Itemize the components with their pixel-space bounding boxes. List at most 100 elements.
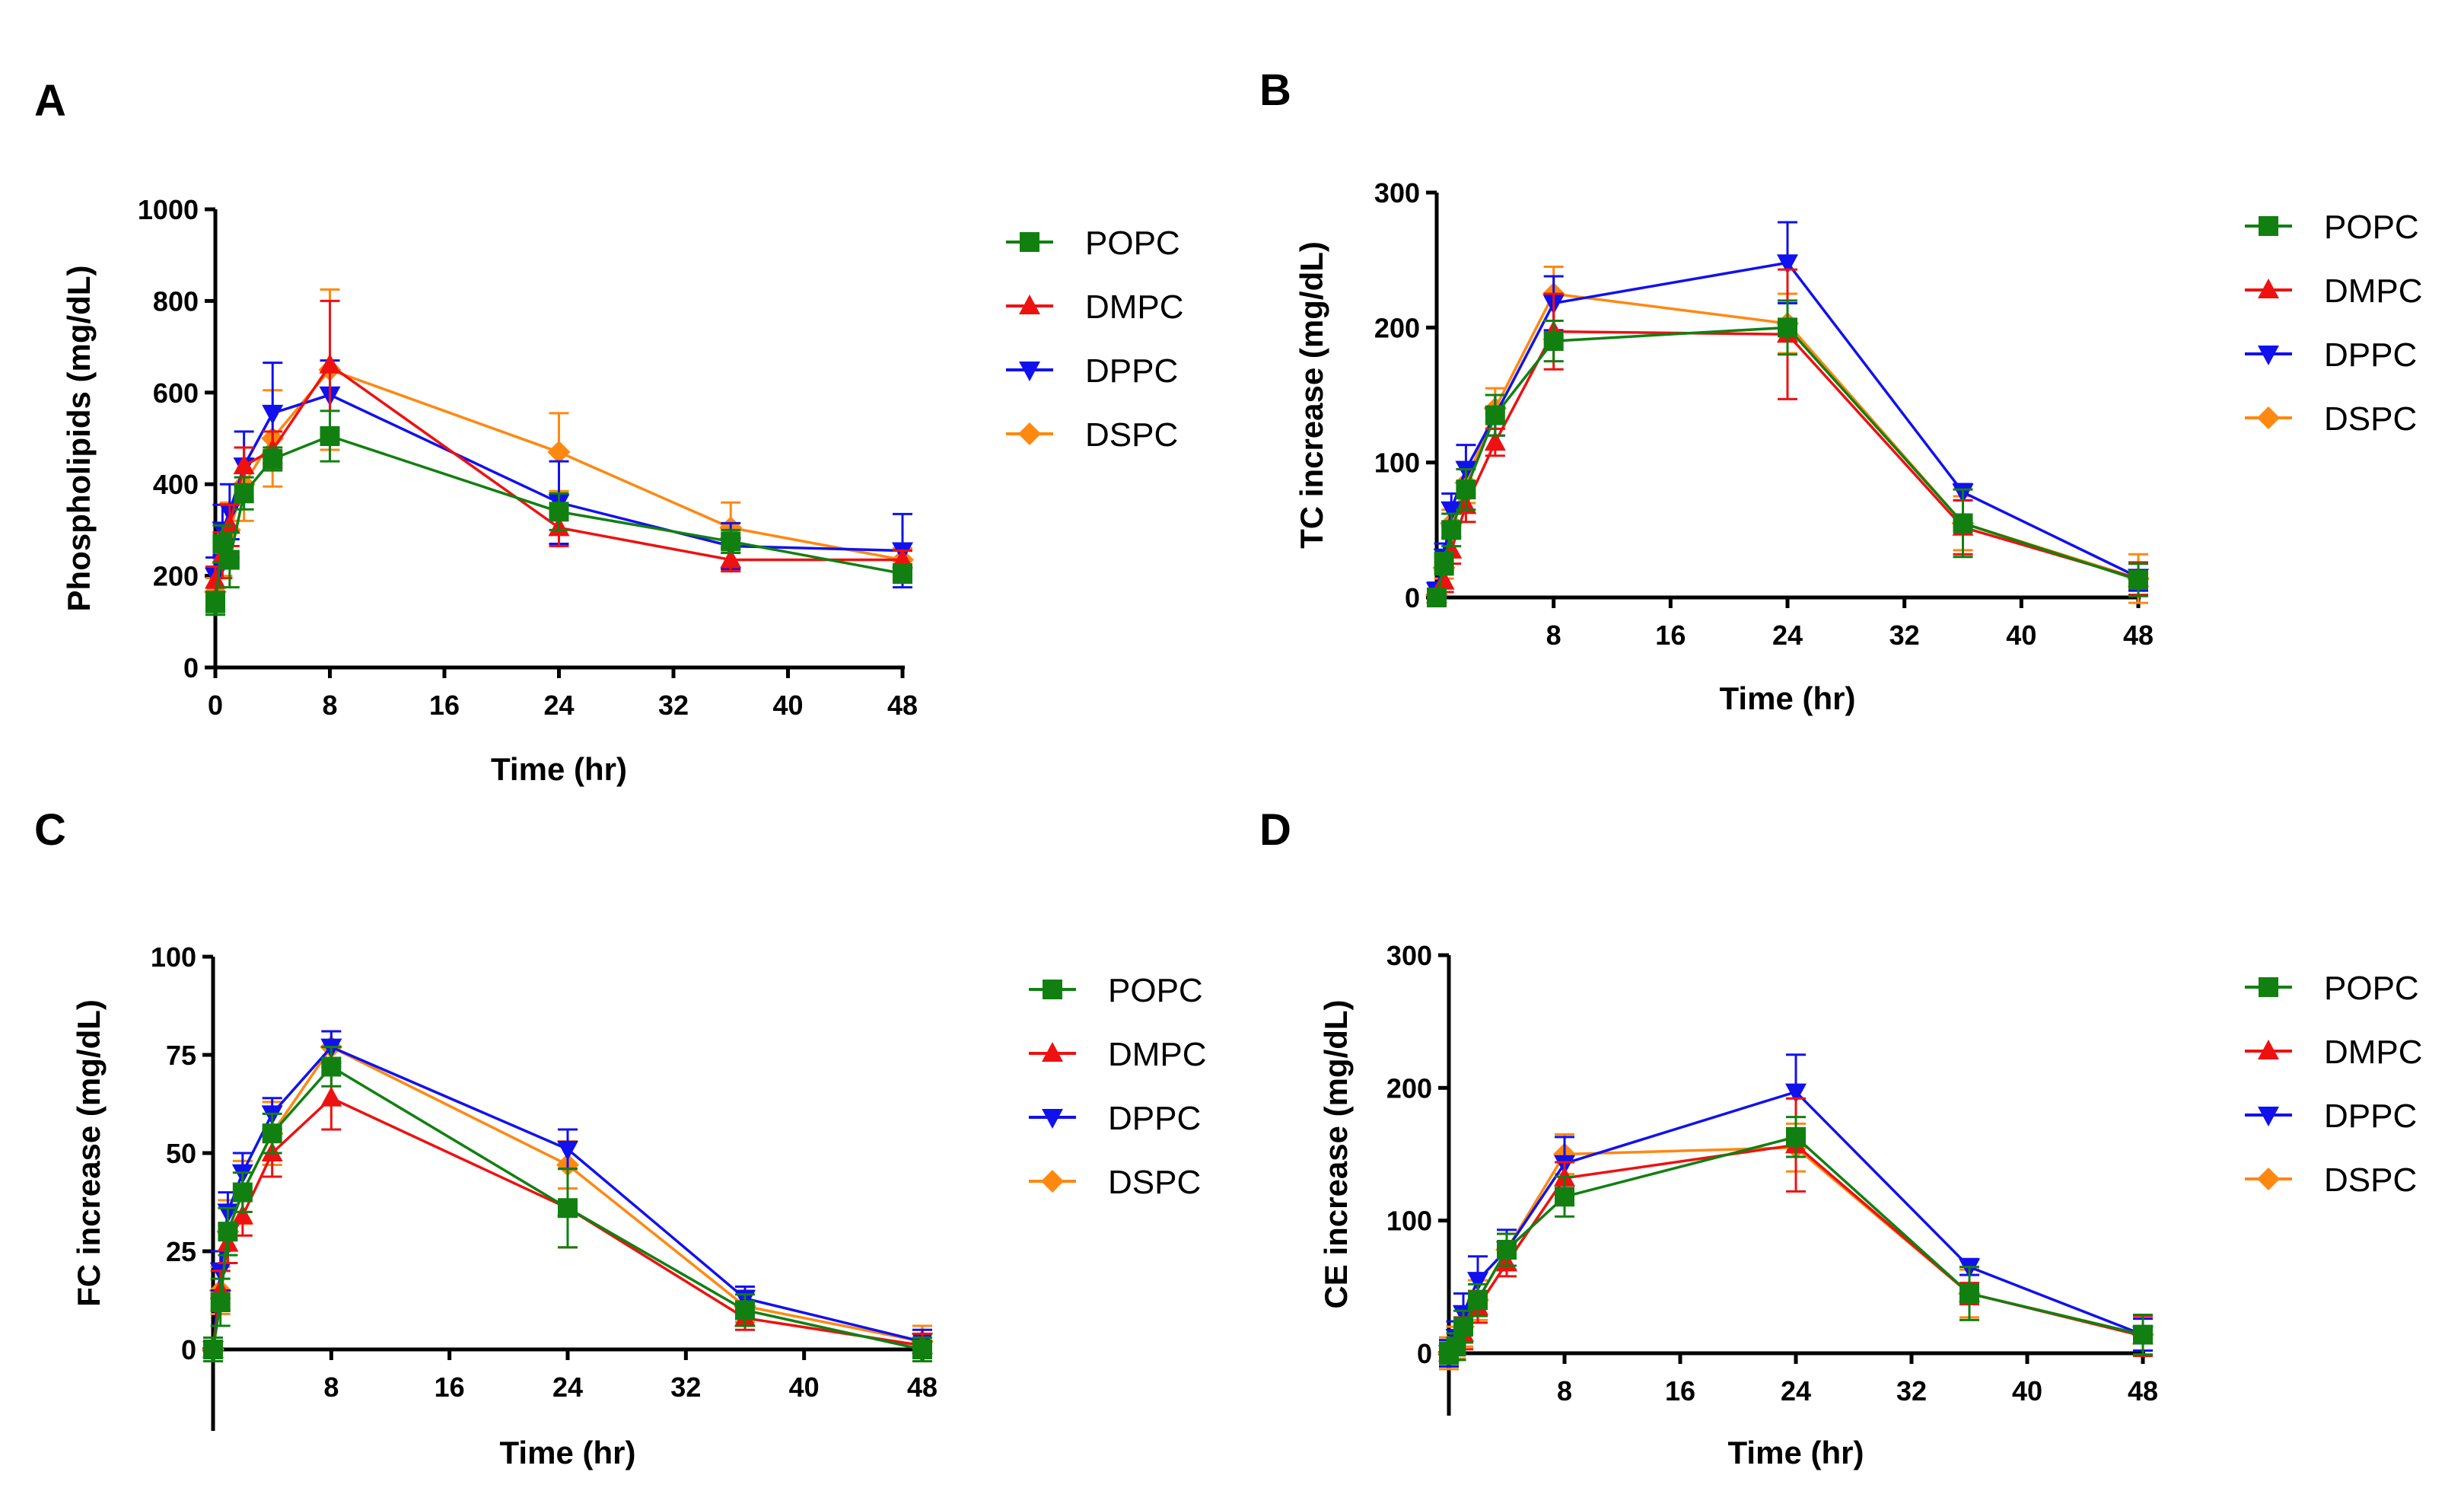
y-axis-title: FC increase (mg/dL) <box>71 999 107 1307</box>
data-point <box>2128 569 2148 590</box>
data-point <box>1441 501 1463 521</box>
y-tick-label: 200 <box>1386 1072 1432 1104</box>
legend-marker <box>2259 216 2278 236</box>
legend-marker <box>2258 1040 2279 1059</box>
data-point <box>1456 479 1476 500</box>
legend-item: DPPC <box>2245 336 2417 374</box>
legend-marker <box>1043 980 1062 999</box>
legend-item: DMPC <box>2245 272 2423 310</box>
x-axis-title: Time (hr) <box>1728 1435 1864 1470</box>
legend-label: POPC <box>2324 209 2419 246</box>
panel-c: C 0 25 50 75 100 8 16 24 32 40 48 Time (hr) FC increa… <box>34 805 1207 1470</box>
legend-item: DSPC <box>2245 1161 2417 1199</box>
x-tick-label: 48 <box>2123 620 2154 651</box>
data-point <box>1543 331 1564 352</box>
legend: POPC DMPC DPPC DSPC <box>1029 972 1207 1201</box>
data-point <box>262 404 284 425</box>
legend-item: POPC <box>2245 209 2419 246</box>
x-tick-label: 32 <box>1896 1375 1927 1407</box>
legend-marker <box>1019 295 1040 314</box>
legend-item: DPPC <box>1029 1100 1201 1137</box>
series-popc <box>1439 1116 2153 1365</box>
x-tick-label: 40 <box>2012 1375 2042 1407</box>
x-tick-label: 24 <box>1772 620 1803 651</box>
legend-marker <box>2258 279 2279 298</box>
legend-marker <box>2258 346 2279 365</box>
y-tick-label: 100 <box>1374 448 1420 479</box>
legend-marker <box>2258 1107 2279 1126</box>
data-point <box>1953 513 1973 534</box>
data-point <box>1497 1240 1517 1260</box>
x-tick-label: 16 <box>1655 620 1686 651</box>
x-tick-label: 24 <box>1781 1375 1811 1407</box>
legend-item: POPC <box>1006 225 1180 262</box>
data-point <box>892 548 913 569</box>
y-tick-label: 50 <box>166 1138 196 1169</box>
data-point <box>1434 553 1454 574</box>
legend-item: POPC <box>1029 972 1203 1009</box>
data-point <box>547 441 571 464</box>
y-tick-label: 25 <box>166 1236 196 1267</box>
series-popc <box>203 1046 932 1362</box>
legend-label: DPPC <box>2324 336 2417 374</box>
legend-label: DSPC <box>1108 1164 1201 1201</box>
data-point <box>321 1056 342 1077</box>
x-tick-label: 24 <box>552 1372 583 1403</box>
legend-marker <box>1019 362 1040 381</box>
data-point <box>233 454 255 475</box>
data-point <box>557 1140 578 1161</box>
data-point <box>721 531 741 552</box>
y-tick-label: 800 <box>153 285 199 317</box>
panel-d: D 0 100 200 300 8 16 24 32 40 48 Time (hr) CE increa… <box>1259 805 2423 1470</box>
data-point <box>1453 1317 1473 1337</box>
y-tick-label: 300 <box>1386 940 1432 971</box>
panel-letter: D <box>1259 805 1291 855</box>
x-tick-label: 8 <box>1546 620 1561 651</box>
panel-letter: B <box>1259 65 1291 115</box>
data-point <box>218 1222 238 1242</box>
legend-item: DMPC <box>2245 1034 2423 1071</box>
panel-b: B 0 100 200 300 8 16 24 32 40 48 Time (hr) TC increa… <box>1259 65 2423 716</box>
legend-marker <box>2257 1168 2280 1190</box>
y-tick-label: 75 <box>166 1040 196 1071</box>
data-point <box>1441 520 1462 540</box>
data-point <box>1467 1272 1488 1292</box>
legend-label: DSPC <box>2324 400 2417 438</box>
legend: POPC DMPC DPPC DSPC <box>2245 970 2423 1199</box>
series-dspc <box>204 288 914 607</box>
data-point <box>1427 588 1447 607</box>
y-tick-label: 200 <box>1374 312 1420 343</box>
legend-label: DMPC <box>2324 1034 2423 1071</box>
data-point <box>1555 1187 1574 1207</box>
series-popc <box>205 409 912 616</box>
data-point <box>203 1340 223 1359</box>
panel-a: A 0 200 400 600 800 1000 0 8 16 24 32 40 48 Time (hr) P… <box>34 76 1184 787</box>
legend-label: DPPC <box>2324 1098 2417 1135</box>
data-point <box>1778 317 1797 338</box>
legend-item: DMPC <box>1029 1036 1207 1073</box>
data-point <box>219 550 240 570</box>
legend-item: DPPC <box>2245 1098 2417 1135</box>
x-tick-label: 24 <box>543 690 574 721</box>
x-tick-label: 8 <box>1557 1375 1572 1407</box>
legend-label: POPC <box>1085 225 1180 262</box>
x-tick-label: 48 <box>887 690 918 721</box>
data-point <box>262 1123 282 1144</box>
y-tick-label: 300 <box>1374 177 1420 209</box>
legend-label: DSPC <box>1085 416 1178 454</box>
x-tick-label: 16 <box>429 690 460 721</box>
legend-item: DSPC <box>2245 400 2417 438</box>
legend-label: DPPC <box>1085 352 1178 390</box>
legend-label: DMPC <box>2324 272 2423 310</box>
y-tick-label: 600 <box>153 378 199 409</box>
data-point <box>735 1300 755 1321</box>
data-point <box>320 1086 342 1107</box>
x-tick-label: 0 <box>208 690 223 721</box>
legend: POPC DMPC DPPC DSPC <box>1006 225 1184 454</box>
y-tick-label: 200 <box>153 561 199 592</box>
x-tick-label: 48 <box>2128 1375 2158 1407</box>
data-point <box>1959 1283 1979 1304</box>
x-axis-title: Time (hr) <box>1720 680 1856 716</box>
legend-marker <box>2257 406 2280 429</box>
x-tick-label: 40 <box>772 690 803 721</box>
